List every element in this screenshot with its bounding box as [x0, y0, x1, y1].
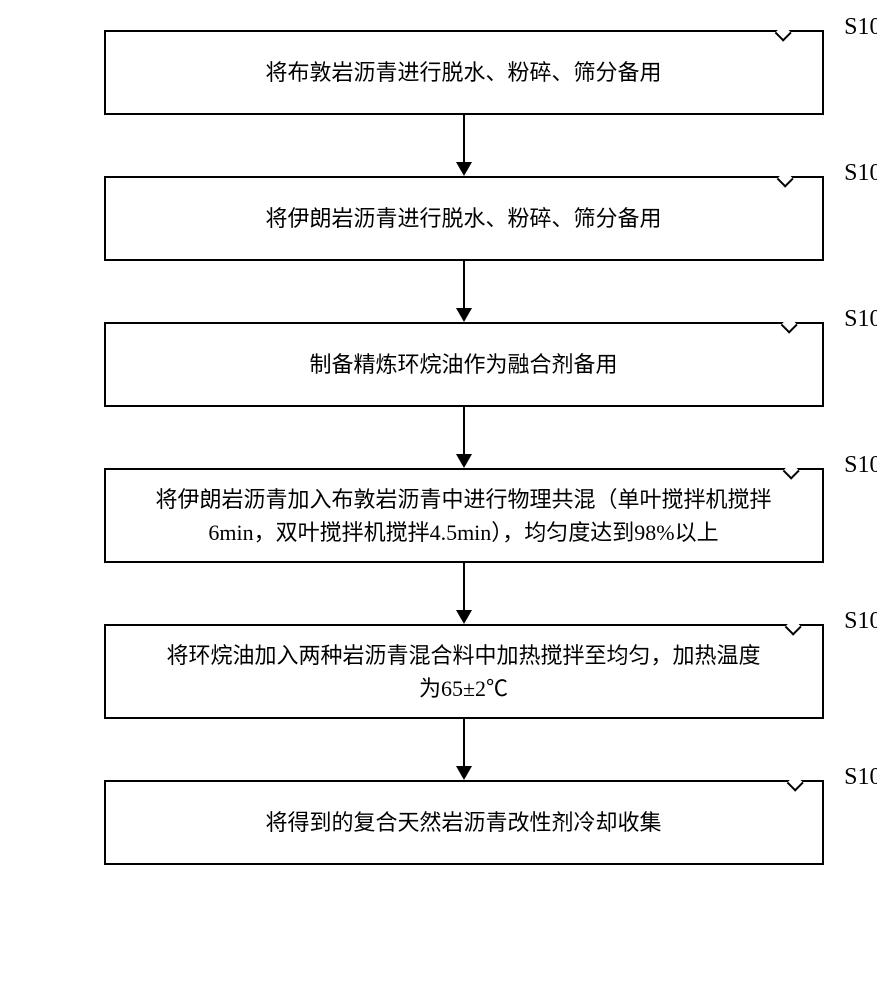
flowchart-container: S101将布敦岩沥青进行脱水、粉碎、筛分备用S102将伊朗岩沥青进行脱水、粉碎、… [0, 0, 877, 1000]
arrow-line [463, 261, 465, 309]
step-text: 将伊朗岩沥青加入布敦岩沥青中进行物理共混（单叶搅拌机搅拌6min，双叶搅拌机搅拌… [155, 483, 771, 549]
step-wrapper-1: S101将布敦岩沥青进行脱水、粉碎、筛分备用 [0, 30, 877, 176]
arrow-down [456, 407, 472, 468]
arrow-down [456, 115, 472, 176]
step-text: 将得到的复合天然岩沥青改性剂冷却收集 [265, 806, 661, 839]
step-box-s101: S101将布敦岩沥青进行脱水、粉碎、筛分备用 [104, 30, 824, 115]
step-wrapper-2: S102将伊朗岩沥青进行脱水、粉碎、筛分备用 [0, 176, 877, 322]
step-wrapper-3: S103制备精炼环烷油作为融合剂备用 [0, 322, 877, 468]
step-label: S106 [844, 764, 877, 791]
arrow-line [463, 407, 465, 455]
step-text: 将伊朗岩沥青进行脱水、粉碎、筛分备用 [265, 202, 661, 235]
step-wrapper-5: S105将环烷油加入两种岩沥青混合料中加热搅拌至均匀，加热温度为65±2℃ [0, 624, 877, 780]
arrow-line [463, 115, 465, 163]
step-box-s104: S104将伊朗岩沥青加入布敦岩沥青中进行物理共混（单叶搅拌机搅拌6min，双叶搅… [104, 468, 824, 563]
step-box-s106: S106将得到的复合天然岩沥青改性剂冷却收集 [104, 780, 824, 865]
step-label: S101 [844, 14, 877, 41]
arrow-down [456, 563, 472, 624]
step-label: S104 [844, 452, 877, 479]
step-box-s103: S103制备精炼环烷油作为融合剂备用 [104, 322, 824, 407]
step-text: 将布敦岩沥青进行脱水、粉碎、筛分备用 [265, 56, 661, 89]
arrow-head-icon [456, 766, 472, 780]
step-box-s102: S102将伊朗岩沥青进行脱水、粉碎、筛分备用 [104, 176, 824, 261]
arrow-head-icon [456, 610, 472, 624]
arrow-down [456, 261, 472, 322]
arrow-down [456, 719, 472, 780]
arrow-head-icon [456, 308, 472, 322]
step-label: S102 [844, 160, 877, 187]
step-notch [774, 25, 791, 42]
arrow-line [463, 563, 465, 611]
step-wrapper-4: S104将伊朗岩沥青加入布敦岩沥青中进行物理共混（单叶搅拌机搅拌6min，双叶搅… [0, 468, 877, 624]
arrow-head-icon [456, 162, 472, 176]
step-wrapper-6: S106将得到的复合天然岩沥青改性剂冷却收集 [0, 780, 877, 865]
step-box-s105: S105将环烷油加入两种岩沥青混合料中加热搅拌至均匀，加热温度为65±2℃ [104, 624, 824, 719]
arrow-line [463, 719, 465, 767]
step-text: 制备精炼环烷油作为融合剂备用 [309, 348, 617, 381]
step-text: 将环烷油加入两种岩沥青混合料中加热搅拌至均匀，加热温度为65±2℃ [166, 639, 760, 705]
step-label: S105 [844, 608, 877, 635]
arrow-head-icon [456, 454, 472, 468]
step-label: S103 [844, 306, 877, 333]
